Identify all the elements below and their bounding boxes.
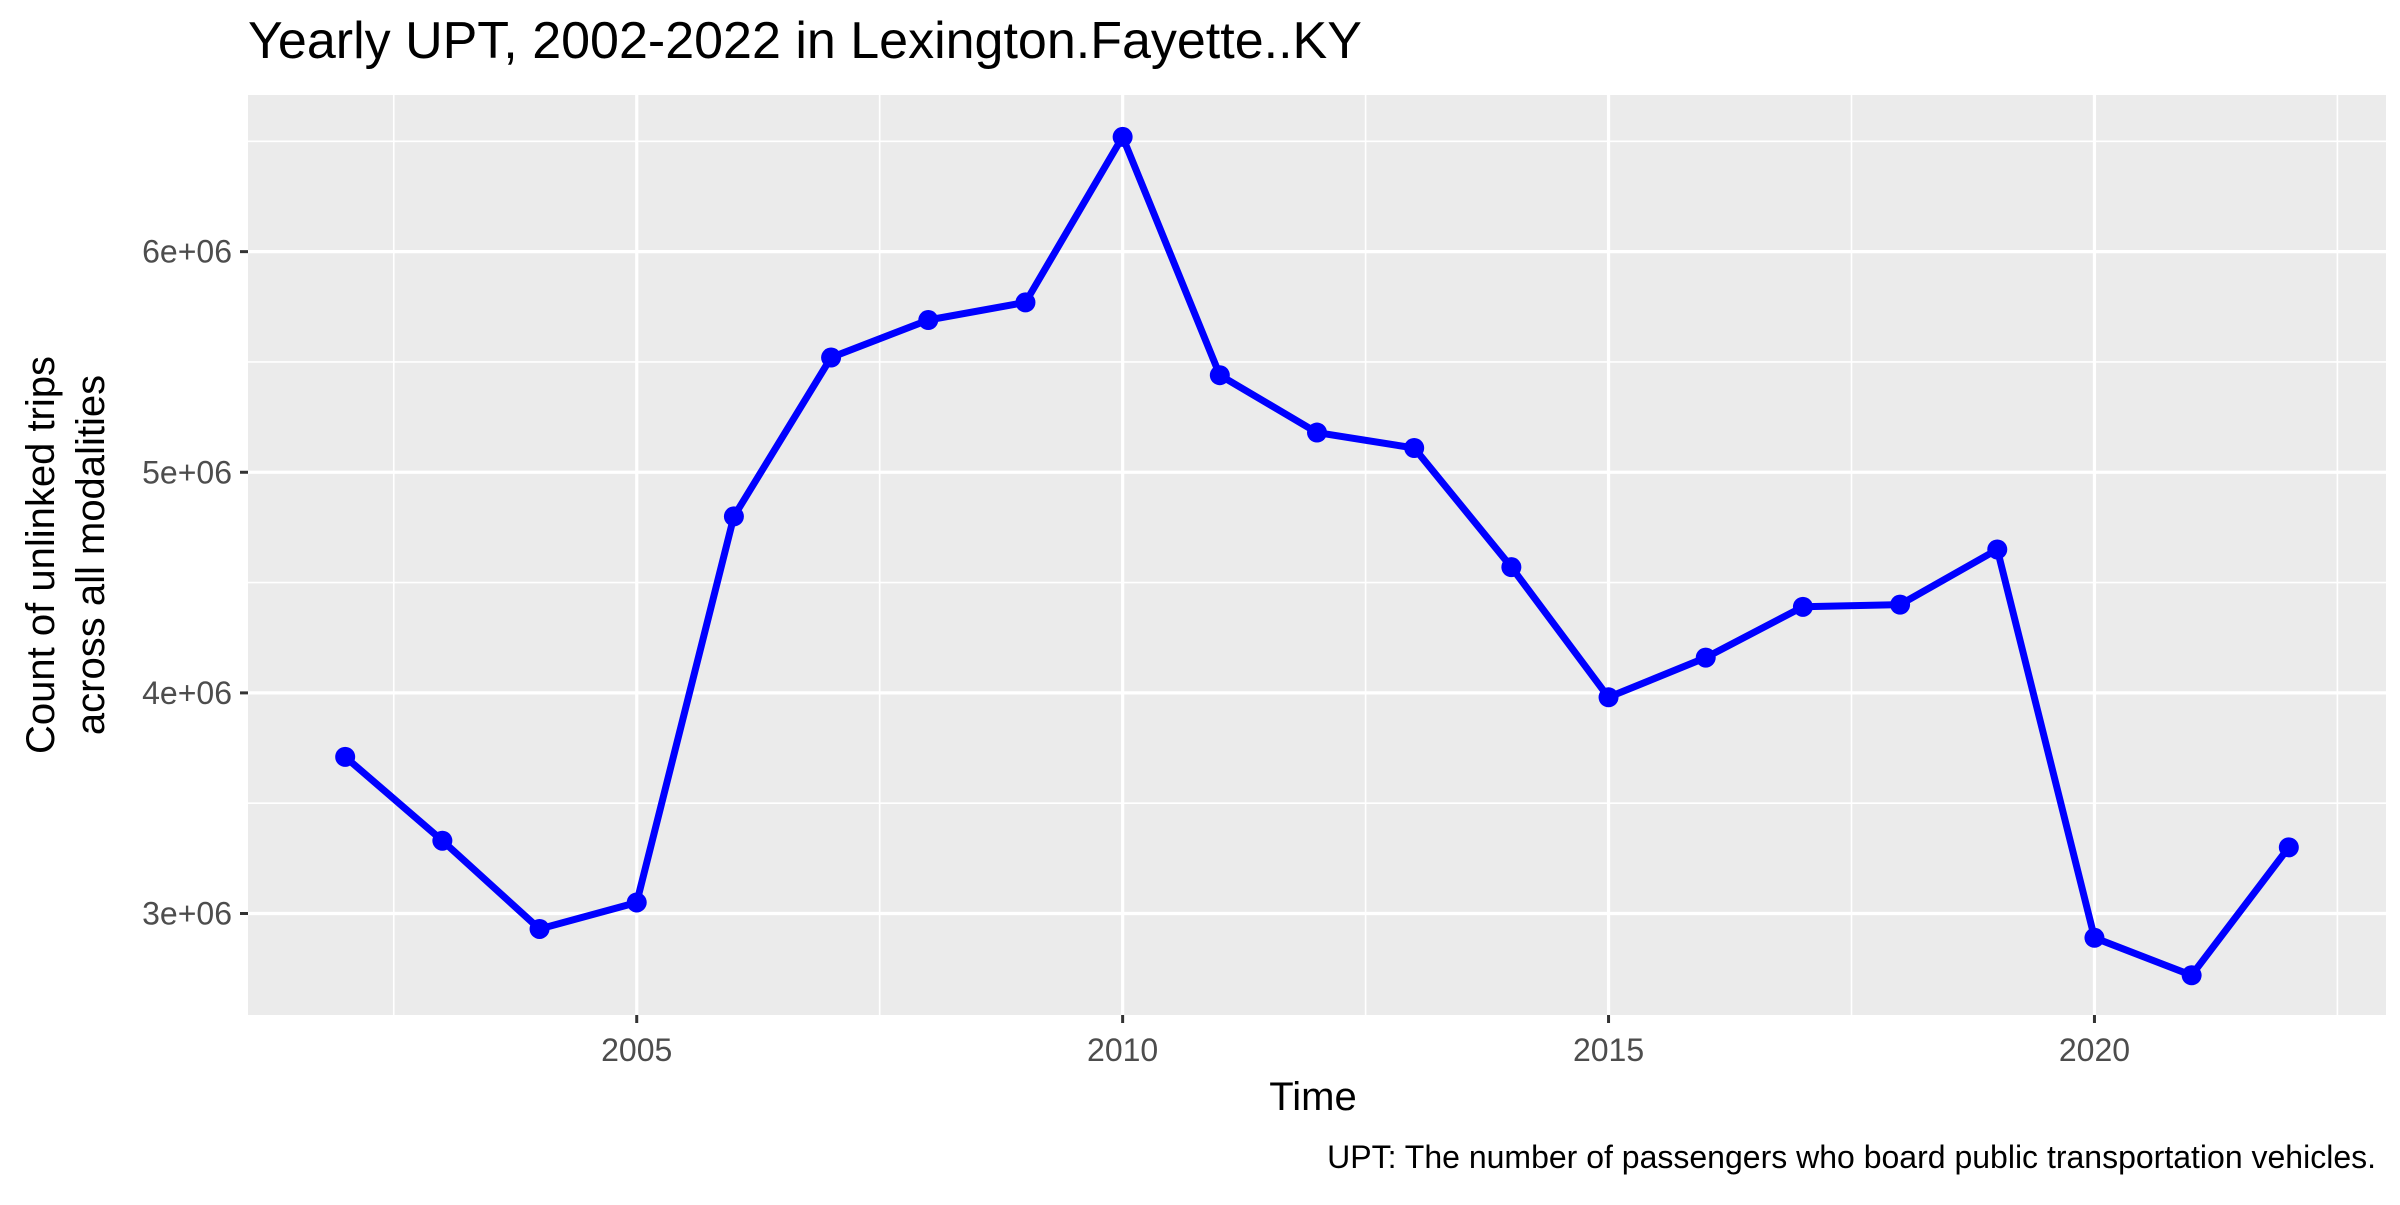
x-tick-label: 2020: [2059, 1032, 2130, 1068]
x-tick-label: 2010: [1087, 1032, 1158, 1068]
y-tick-label: 5e+06: [142, 454, 232, 490]
x-tick-label: 2005: [601, 1032, 672, 1068]
data-point: [1404, 437, 1425, 458]
data-point: [1209, 365, 1230, 386]
data-point: [2181, 965, 2202, 986]
data-point: [1987, 539, 2008, 560]
y-axis-title-line-1: Count of unlinked trips: [19, 356, 63, 754]
data-point: [723, 506, 744, 527]
data-point: [432, 830, 453, 851]
data-point: [529, 918, 550, 939]
data-point: [918, 310, 939, 331]
minor-gridlines: [248, 95, 2386, 1015]
data-point: [1015, 292, 1036, 313]
chart-title: Yearly UPT, 2002-2022 in Lexington.Fayet…: [248, 12, 1362, 70]
y-axis-title-line-2: across all modalities: [69, 375, 113, 735]
x-axis-title: Time: [1269, 1075, 1356, 1119]
data-point: [2278, 837, 2299, 858]
data-point: [335, 746, 356, 767]
x-axis: 2005 2010 2015 2020: [601, 1015, 2130, 1068]
x-tick-label: 2015: [1573, 1032, 1644, 1068]
data-point: [1307, 422, 1327, 443]
data-point: [2084, 927, 2105, 948]
data-point: [1598, 687, 1619, 708]
plot-panel: [248, 95, 2386, 1015]
chart-caption: UPT: The number of passengers who board …: [1327, 1139, 2376, 1175]
y-tick-label: 3e+06: [142, 896, 232, 932]
data-point: [1792, 596, 1813, 617]
data-point: [626, 892, 647, 913]
y-tick-label: 6e+06: [142, 234, 232, 270]
data-point: [1112, 126, 1133, 147]
y-axis: 3e+06 4e+06 5e+06 6e+06: [142, 234, 248, 932]
data-point: [1890, 594, 1911, 615]
data-point: [1501, 557, 1522, 578]
y-tick-label: 4e+06: [142, 675, 232, 711]
series-layer: [335, 126, 2299, 986]
data-point: [821, 347, 842, 368]
data-point: [1695, 647, 1716, 668]
